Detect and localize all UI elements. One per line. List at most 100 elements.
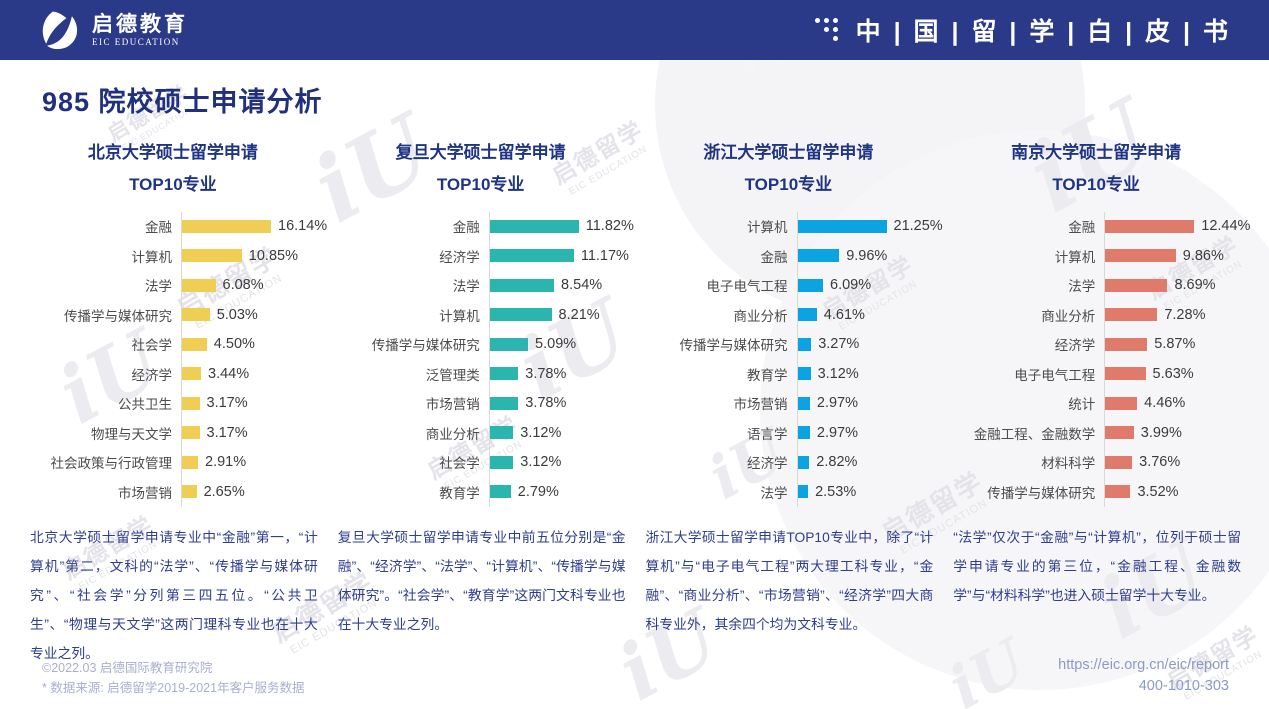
axis-and-bar-track: 10.85% bbox=[181, 241, 320, 271]
chart-section-fudan: 复旦大学硕士留学申请 TOP10专业 金融 11.82% 经济学 11.17% 法学 8.… bbox=[334, 123, 634, 668]
banner: 中 | 国 | 留 | 学 | 白 | 皮 | 书 bbox=[814, 12, 1231, 48]
category-label: 市场营销 bbox=[425, 397, 480, 413]
chart-row: 经济学 3.44% bbox=[26, 359, 320, 389]
bar bbox=[797, 396, 810, 410]
value-label: 3.17% bbox=[206, 424, 248, 441]
axis-and-bar-track: 3.27% bbox=[796, 329, 936, 360]
value-label: 5.87% bbox=[1154, 336, 1196, 353]
chart-title-line1: 复旦大学硕士留学申请 bbox=[395, 143, 566, 162]
phone-number: 400-1010-303 bbox=[1138, 677, 1229, 694]
bar bbox=[797, 278, 823, 292]
axis-and-bar-track: 2.91% bbox=[181, 447, 320, 478]
category-label: 语言学 bbox=[747, 426, 788, 442]
category-label: 商业分析 bbox=[733, 308, 788, 324]
value-label: 8.69% bbox=[1174, 277, 1216, 294]
bar bbox=[1105, 455, 1133, 469]
axis-and-bar-track: 4.50% bbox=[181, 329, 320, 360]
value-label: 2.97% bbox=[816, 395, 859, 412]
axis-and-bar-track: 11.82% bbox=[488, 211, 634, 242]
footer-right: https://eic.org.cn/eic/report 400-1010-3… bbox=[1058, 655, 1229, 697]
category-label: 金融 bbox=[145, 220, 172, 236]
axis-and-bar-track: 3.52% bbox=[1104, 477, 1243, 507]
value-label: 2.65% bbox=[203, 483, 245, 500]
bar-chart: 计算机 21.25% 金融 9.96% 电子电气工程 6.09% 商业分析 4.61% 传播学与… bbox=[642, 211, 943, 507]
bar bbox=[489, 455, 514, 469]
bar-chart: 金融 11.82% 经济学 11.17% 法学 8.54% 计算机 8.21% 传播学与媒体研究… bbox=[334, 211, 634, 507]
chart-title-line2: TOP10专业 bbox=[744, 175, 833, 195]
bar bbox=[797, 337, 812, 351]
value-label: 11.17% bbox=[580, 247, 629, 264]
value-label: 3.78% bbox=[525, 395, 567, 412]
value-label: 3.12% bbox=[520, 424, 562, 441]
category-label: 社会政策与行政管理 bbox=[50, 456, 173, 472]
axis-and-bar-track: 21.25% bbox=[796, 211, 943, 242]
axis-and-bar-track: 3.78% bbox=[488, 388, 628, 419]
chart-title-line1: 南京大学硕士留学申请 bbox=[1011, 143, 1182, 162]
value-label: 3.52% bbox=[1137, 483, 1179, 500]
axis-and-bar-track: 5.03% bbox=[181, 300, 320, 330]
chart-note: 北京大学硕士留学申请专业中“金融”第一，“计算机”第二，文科的“法学”、“传播学… bbox=[30, 529, 318, 661]
bar bbox=[182, 396, 200, 410]
value-label: 8.54% bbox=[561, 277, 603, 294]
category-label: 金融 bbox=[1068, 220, 1096, 236]
bar bbox=[182, 219, 271, 233]
value-label: 7.28% bbox=[1164, 306, 1206, 323]
value-label: 9.86% bbox=[1182, 247, 1224, 264]
axis-and-bar-track: 7.28% bbox=[1104, 300, 1243, 330]
chart-row: 传播学与媒体研究 5.03% bbox=[26, 300, 320, 330]
bar bbox=[797, 219, 887, 233]
category-label: 计算机 bbox=[131, 249, 173, 265]
bar bbox=[182, 426, 200, 440]
bar bbox=[1105, 367, 1146, 381]
value-label: 3.17% bbox=[206, 395, 248, 412]
bar bbox=[182, 278, 216, 292]
bar bbox=[797, 455, 810, 469]
chart-row: 传播学与媒体研究 3.52% bbox=[949, 477, 1243, 507]
category-label: 教育学 bbox=[439, 485, 480, 501]
bar bbox=[489, 219, 579, 233]
footer-left: ©2022.03 启德国际教育研究院 * 数据来源: 启德留学2019-2021… bbox=[42, 658, 305, 699]
bar bbox=[182, 485, 197, 499]
value-label: 2.79% bbox=[517, 483, 559, 500]
bar-chart: 金融 16.14% 计算机 10.85% 法学 6.08% 传播学与媒体研究 5.03% 社会学… bbox=[26, 211, 327, 507]
value-label: 6.09% bbox=[830, 277, 872, 294]
header-bar: 启德教育 EIC EDUCATION 中 | 国 | 留 | 学 | 白 | 皮… bbox=[0, 0, 1269, 60]
eic-logo: 启德教育 EIC EDUCATION bbox=[38, 8, 188, 52]
logo-subtitle: EIC EDUCATION bbox=[92, 36, 180, 47]
axis-and-bar-track: 16.14% bbox=[181, 211, 327, 242]
bar bbox=[1105, 278, 1168, 292]
value-label: 3.76% bbox=[1139, 454, 1181, 471]
chart-row: 经济学 2.82% bbox=[642, 447, 936, 478]
axis-and-bar-track: 2.53% bbox=[796, 477, 936, 507]
category-label: 泛管理类 bbox=[425, 367, 480, 383]
chart-row: 金融 9.96% bbox=[642, 241, 936, 271]
category-label: 物理与天文学 bbox=[91, 426, 172, 442]
bar bbox=[489, 308, 552, 322]
bar bbox=[182, 308, 210, 322]
category-label: 社会学 bbox=[131, 338, 173, 354]
axis-and-bar-track: 4.61% bbox=[796, 300, 936, 330]
category-label: 经济学 bbox=[439, 249, 480, 265]
axis-and-bar-track: 3.12% bbox=[796, 359, 936, 389]
category-label: 统计 bbox=[1068, 397, 1096, 413]
chart-row: 社会政策与行政管理 2.91% bbox=[26, 447, 320, 478]
category-label: 计算机 bbox=[1054, 249, 1096, 265]
axis-and-bar-track: 8.69% bbox=[1104, 270, 1243, 301]
axis-and-bar-track: 3.12% bbox=[488, 418, 628, 448]
chart-row: 教育学 3.12% bbox=[642, 359, 936, 389]
category-label: 计算机 bbox=[439, 308, 480, 324]
category-label: 传播学与媒体研究 bbox=[679, 338, 788, 354]
value-label: 2.53% bbox=[815, 483, 857, 500]
chart-section-nanjing: 南京大学硕士留学申请 TOP10专业 金融 12.44% 计算机 9.86% 法学 8.6… bbox=[949, 123, 1250, 668]
charts-grid: 北京大学硕士留学申请 TOP10专业 金融 16.14% 计算机 10.85% 法学 6.… bbox=[0, 123, 1269, 668]
axis-and-bar-track: 6.08% bbox=[181, 270, 320, 301]
bar bbox=[797, 367, 811, 381]
chart-row: 金融 11.82% bbox=[334, 211, 634, 242]
value-label: 5.09% bbox=[535, 336, 577, 353]
chart-row: 传播学与媒体研究 3.27% bbox=[642, 329, 936, 360]
axis-and-bar-track: 2.65% bbox=[181, 477, 320, 507]
bar bbox=[182, 337, 207, 351]
chart-row: 语言学 2.97% bbox=[642, 418, 936, 448]
bar bbox=[797, 485, 809, 499]
value-label: 8.21% bbox=[558, 306, 600, 323]
